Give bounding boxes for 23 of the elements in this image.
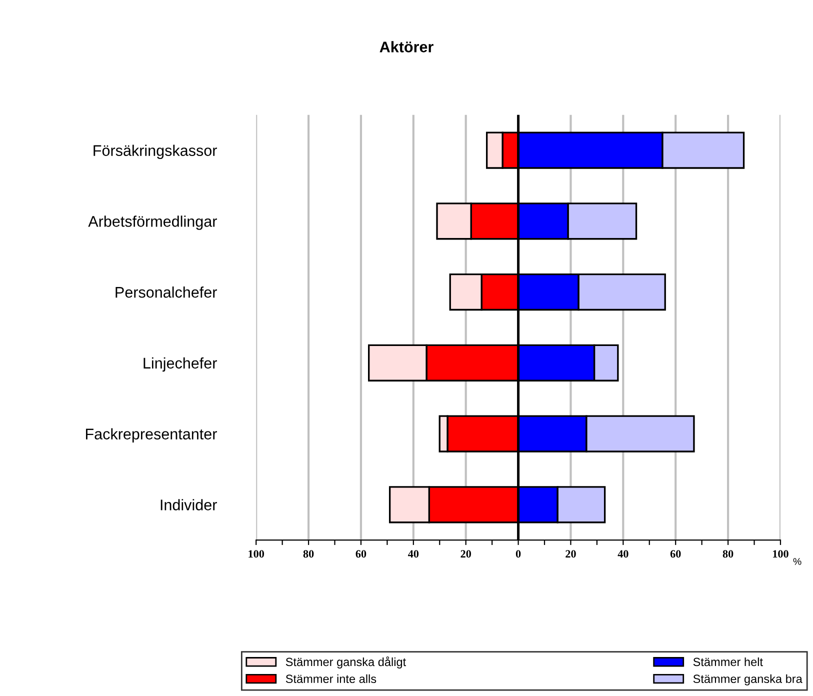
x-tick-label: 60 [356,550,366,558]
x-tick-label: 20 [460,550,471,558]
x-axis-title: % [793,558,802,565]
x-tick-label: 100 [773,550,788,558]
x-tick-label: 100 [248,550,264,558]
chart-title: Aktörer [380,41,434,52]
x-tick-label: 20 [566,550,576,558]
y-tick-label: Försäkringskassor [94,144,217,159]
x-tick-label: 40 [618,550,628,558]
y-tick-label: Linjechefer [144,357,217,372]
x-tick-label: 40 [408,550,419,558]
legend-label: Stämmer ganska dåligt [286,656,406,668]
y-tick-label: Fackrepresentanter [86,428,217,442]
x-tick-label: 0 [516,550,521,558]
x-tick-label: 80 [303,550,314,558]
x-tick-label: 80 [722,550,734,558]
y-tick-label: Individer [160,499,217,510]
x-tick-label: 60 [670,550,681,558]
legend-label: Stämmer inte alls [286,674,376,684]
legend-label: Stämmer ganska bra [693,674,802,686]
legend-label: Stämmer helt [693,657,763,666]
y-tick-label: Arbetsförmedlingar [88,216,217,230]
y-tick-label: Personalchefer [116,286,217,298]
